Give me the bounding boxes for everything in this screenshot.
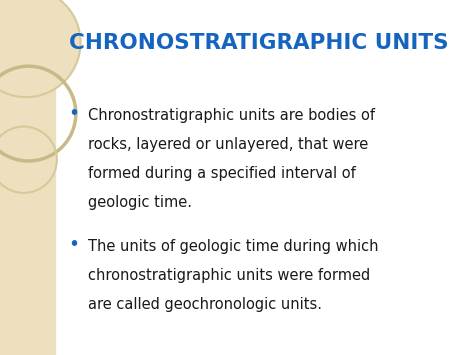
Text: The units of geologic time during which: The units of geologic time during which <box>88 239 378 253</box>
Text: Chronostratigraphic units are bodies of: Chronostratigraphic units are bodies of <box>88 108 374 123</box>
Text: CHRONOSTRATIGRAPHIC UNITS: CHRONOSTRATIGRAPHIC UNITS <box>69 33 448 53</box>
Text: rocks, layered or unlayered, that were: rocks, layered or unlayered, that were <box>88 137 368 152</box>
Text: formed during a specified interval of: formed during a specified interval of <box>88 166 356 181</box>
Ellipse shape <box>0 0 81 97</box>
Text: are called geochronologic units.: are called geochronologic units. <box>88 297 322 312</box>
Text: •: • <box>69 235 80 254</box>
Text: geologic time.: geologic time. <box>88 195 191 210</box>
Bar <box>0 0 55 355</box>
Text: •: • <box>69 104 80 123</box>
Text: chronostratigraphic units were formed: chronostratigraphic units were formed <box>88 268 370 283</box>
